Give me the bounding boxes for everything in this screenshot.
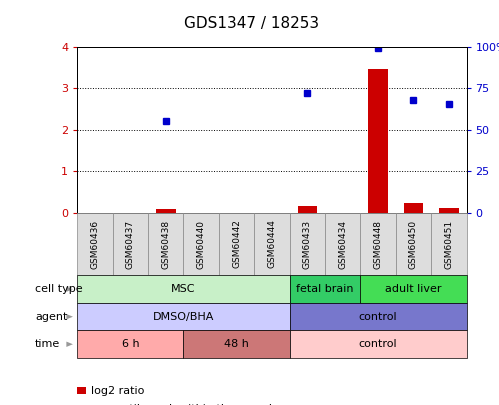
Text: adult liver: adult liver [385,284,442,294]
Bar [439,209,459,213]
Text: GSM60442: GSM60442 [232,220,241,269]
Text: agent: agent [35,312,67,322]
Text: control: control [359,312,397,322]
Text: time: time [35,339,60,349]
Text: fetal brain: fetal brain [296,284,354,294]
Text: GDS1347 / 18253: GDS1347 / 18253 [185,16,319,31]
Bar [368,69,388,213]
Text: log2 ratio: log2 ratio [91,386,145,396]
Text: cell type: cell type [35,284,82,294]
Text: GSM60448: GSM60448 [374,220,383,269]
Bar [156,209,176,213]
Text: GSM60440: GSM60440 [197,220,206,269]
Text: GSM60436: GSM60436 [90,220,99,269]
Text: MSC: MSC [171,284,196,294]
Text: GSM60434: GSM60434 [338,220,347,269]
Text: control: control [359,339,397,349]
Text: 48 h: 48 h [224,339,249,349]
Text: GSM60433: GSM60433 [303,220,312,269]
Text: 6 h: 6 h [122,339,139,349]
Text: GSM60444: GSM60444 [267,220,276,269]
Bar [404,203,423,213]
Text: GSM60437: GSM60437 [126,220,135,269]
Text: DMSO/BHA: DMSO/BHA [153,312,214,322]
Bar [297,207,317,213]
Text: GSM60450: GSM60450 [409,220,418,269]
Text: percentile rank within the sample: percentile rank within the sample [91,404,279,405]
Text: GSM60438: GSM60438 [161,220,170,269]
Text: GSM60451: GSM60451 [445,220,454,269]
